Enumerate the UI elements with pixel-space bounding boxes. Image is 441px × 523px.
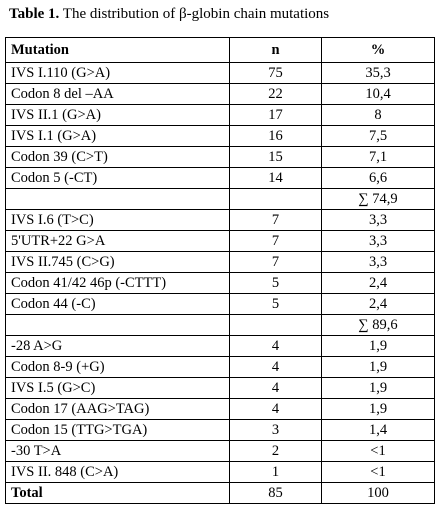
percent-cell: 8 — [321, 104, 435, 126]
percent-cell: <1 — [321, 440, 435, 462]
percent-cell: 2,4 — [321, 293, 435, 315]
mutation-cell: IVS II.745 (C>G) — [5, 251, 230, 273]
table-row: -30 T>A 2 <1 — [5, 440, 435, 462]
count-cell: 16 — [229, 125, 322, 147]
percent-cell: 1,4 — [321, 419, 435, 441]
mutation-cell: IVS II.1 (G>A) — [5, 104, 230, 126]
cumulative-sum-cell: ∑ 89,6 — [321, 314, 435, 336]
count-cell: 5 — [229, 293, 322, 315]
total-count-cell: 85 — [229, 482, 322, 504]
count-cell: 7 — [229, 230, 322, 252]
table-header-row: Mutation n % — [5, 37, 435, 63]
count-cell: 17 — [229, 104, 322, 126]
table-row: IVS I.6 (T>C) 7 3,3 — [5, 209, 435, 231]
table-row: Codon 8 del –AA 22 10,4 — [5, 83, 435, 105]
table-row: Codon 44 (-C) 5 2,4 — [5, 293, 435, 315]
total-row: Total 85 100 — [5, 482, 435, 504]
count-cell: 4 — [229, 377, 322, 399]
mutation-cell: IVS I.110 (G>A) — [5, 62, 230, 84]
mutation-cell: Codon 44 (-C) — [5, 293, 230, 315]
table-row: 5'UTR+22 G>A 7 3,3 — [5, 230, 435, 252]
total-label-cell: Total — [5, 482, 230, 504]
mutation-cell: IVS I.5 (G>C) — [5, 377, 230, 399]
mutation-table: Mutation n % IVS I.110 (G>A) 75 35,3 Codon … — [5, 37, 435, 504]
mutation-cell: Codon 8-9 (+G) — [5, 356, 230, 378]
mutation-cell: -30 T>A — [5, 440, 230, 462]
percent-cell: 2,4 — [321, 272, 435, 294]
header-mutation: Mutation — [5, 37, 230, 63]
mutation-cell: Codon 41/42 46p (-CTTT) — [5, 272, 230, 294]
cumulative-sum-row: ∑ 89,6 — [5, 314, 435, 336]
percent-cell: 3,3 — [321, 251, 435, 273]
empty-cell — [229, 314, 322, 336]
table-row: IVS II. 848 (C>A) 1 <1 — [5, 461, 435, 483]
percent-cell: <1 — [321, 461, 435, 483]
percent-cell: 3,3 — [321, 209, 435, 231]
mutation-cell: IVS I.1 (G>A) — [5, 125, 230, 147]
header-n: n — [229, 37, 322, 63]
table-row: Codon 41/42 46p (-CTTT) 5 2,4 — [5, 272, 435, 294]
mutation-cell: IVS II. 848 (C>A) — [5, 461, 230, 483]
table-caption-label: Table 1. — [9, 6, 60, 22]
table-row: Codon 8-9 (+G) 4 1,9 — [5, 356, 435, 378]
percent-cell: 1,9 — [321, 356, 435, 378]
percent-cell: 10,4 — [321, 83, 435, 105]
percent-cell: 6,6 — [321, 167, 435, 189]
table-row: IVS I.5 (G>C) 4 1,9 — [5, 377, 435, 399]
table-row: Codon 17 (AAG>TAG) 4 1,9 — [5, 398, 435, 420]
empty-cell — [5, 188, 230, 210]
percent-cell: 1,9 — [321, 398, 435, 420]
cumulative-sum-row: ∑ 74,9 — [5, 188, 435, 210]
cumulative-sum-cell: ∑ 74,9 — [321, 188, 435, 210]
table-row: IVS I.1 (G>A) 16 7,5 — [5, 125, 435, 147]
empty-cell — [229, 188, 322, 210]
mutation-cell: Codon 5 (-CT) — [5, 167, 230, 189]
percent-cell: 35,3 — [321, 62, 435, 84]
count-cell: 15 — [229, 146, 322, 168]
table-row: Codon 39 (C>T) 15 7,1 — [5, 146, 435, 168]
total-percent-cell: 100 — [321, 482, 435, 504]
table-caption-text: The distribution of β-globin chain mutat… — [62, 6, 330, 22]
count-cell: 4 — [229, 335, 322, 357]
percent-cell: 7,1 — [321, 146, 435, 168]
count-cell: 22 — [229, 83, 322, 105]
count-cell: 75 — [229, 62, 322, 84]
percent-cell: 1,9 — [321, 335, 435, 357]
table-caption: Table 1. The distribution of β-globin ch… — [9, 4, 329, 24]
count-cell: 3 — [229, 419, 322, 441]
table-row: IVS II.1 (G>A) 17 8 — [5, 104, 435, 126]
table-row: Codon 5 (-CT) 14 6,6 — [5, 167, 435, 189]
mutation-cell: 5'UTR+22 G>A — [5, 230, 230, 252]
count-cell: 7 — [229, 251, 322, 273]
mutation-cell: Codon 8 del –AA — [5, 83, 230, 105]
count-cell: 1 — [229, 461, 322, 483]
header-percent: % — [321, 37, 435, 63]
mutation-cell: Codon 39 (C>T) — [5, 146, 230, 168]
mutation-cell: IVS I.6 (T>C) — [5, 209, 230, 231]
table-body: IVS I.110 (G>A) 75 35,3 Codon 8 del –AA 22 10… — [5, 62, 435, 504]
mutation-cell: -28 A>G — [5, 335, 230, 357]
count-cell: 14 — [229, 167, 322, 189]
percent-cell: 1,9 — [321, 377, 435, 399]
count-cell: 5 — [229, 272, 322, 294]
empty-cell — [5, 314, 230, 336]
table-row: Codon 15 (TTG>TGA) 3 1,4 — [5, 419, 435, 441]
mutation-cell: Codon 17 (AAG>TAG) — [5, 398, 230, 420]
percent-cell: 7,5 — [321, 125, 435, 147]
table-row: IVS I.110 (G>A) 75 35,3 — [5, 62, 435, 84]
count-cell: 2 — [229, 440, 322, 462]
count-cell: 4 — [229, 398, 322, 420]
count-cell: 7 — [229, 209, 322, 231]
table-row: -28 A>G 4 1,9 — [5, 335, 435, 357]
count-cell: 4 — [229, 356, 322, 378]
percent-cell: 3,3 — [321, 230, 435, 252]
table-row: IVS II.745 (C>G) 7 3,3 — [5, 251, 435, 273]
mutation-cell: Codon 15 (TTG>TGA) — [5, 419, 230, 441]
